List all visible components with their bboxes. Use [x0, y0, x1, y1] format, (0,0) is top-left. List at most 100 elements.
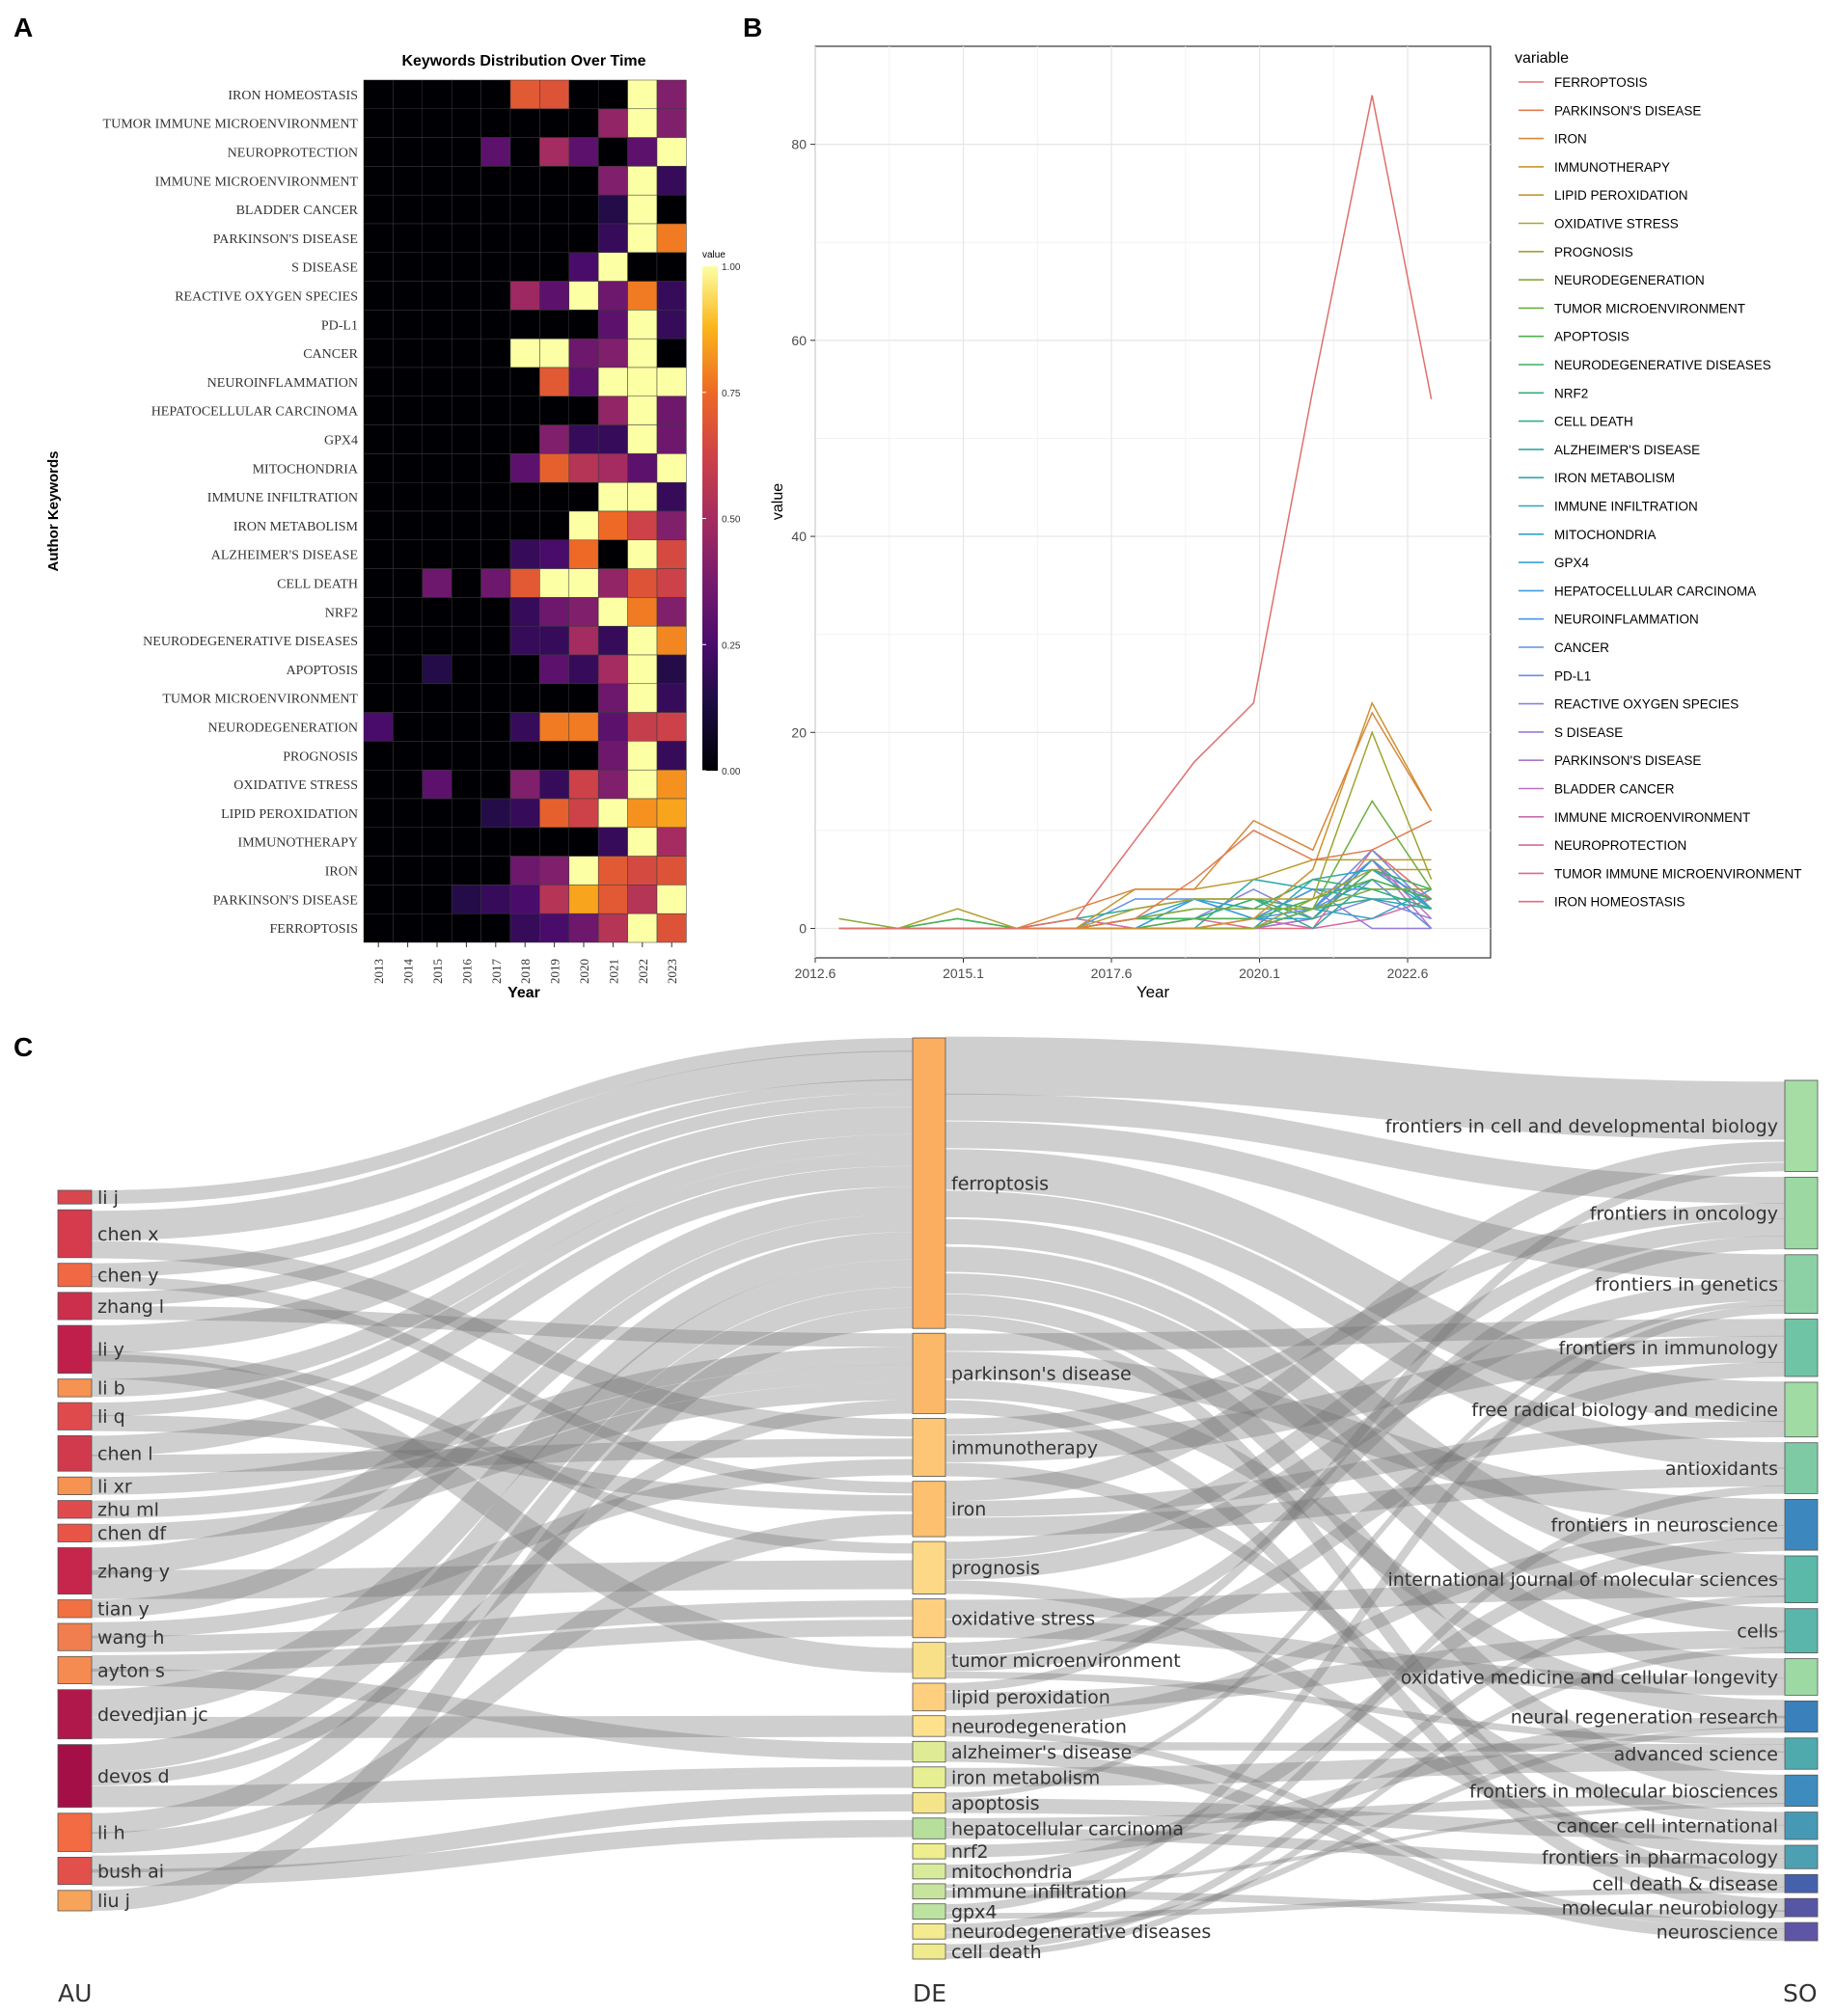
sankey-author-label: chen df — [97, 1523, 167, 1544]
legend-label: NEUROINFLAMMATION — [1554, 613, 1699, 627]
sankey-link — [945, 1828, 1786, 1869]
heatmap-cell — [597, 683, 628, 713]
sankey-link — [945, 1462, 1786, 1826]
heatmap-cell — [656, 913, 687, 943]
sankey-author-label: devedjian jc — [97, 1704, 208, 1726]
heatmap-year-label: 2015 — [430, 959, 445, 984]
heatmap-cell — [627, 568, 658, 598]
heatmap-cell — [480, 741, 511, 771]
heatmap-cell — [509, 367, 540, 397]
heatmap-cell — [568, 166, 599, 196]
heatmap-cell — [480, 510, 511, 541]
heatmap-cell — [363, 281, 394, 311]
sankey-author-node — [57, 1812, 93, 1852]
heatmap-cell — [451, 367, 481, 397]
sankey-link — [91, 1438, 914, 1473]
heatmap-cell — [539, 712, 570, 742]
sankey-keyword-label: cell death — [951, 1942, 1042, 1963]
sankey-author-label: li q — [97, 1406, 125, 1428]
heatmap-legend-tick-label: 0.75 — [722, 389, 741, 399]
heatmap-cell — [597, 252, 628, 282]
heatmap-cell — [451, 481, 481, 512]
sankey-source-node — [1784, 1177, 1819, 1250]
heatmap-cell — [627, 539, 658, 569]
sankey-link — [91, 1275, 914, 1494]
heatmap-cell — [363, 223, 394, 254]
sankey-author-node — [57, 1435, 93, 1472]
heatmap-cell — [539, 79, 570, 110]
heatmap-row-label: IRON — [325, 865, 358, 880]
sankey-keyword-node — [912, 1791, 946, 1814]
heatmap-cell — [422, 539, 452, 569]
heatmap-cell — [539, 166, 570, 196]
heatmap-cell — [656, 741, 687, 771]
sankey-author-node — [57, 1500, 93, 1519]
legend-label: ALZHEIMER'S DISEASE — [1554, 443, 1700, 457]
heatmap-cell — [539, 625, 570, 656]
sankey-link — [945, 1647, 1786, 1959]
heatmap-cell — [597, 79, 628, 110]
heatmap-row-label: APOPTOSIS — [287, 664, 358, 678]
heatmap-cell — [539, 481, 570, 512]
heatmap-cell — [393, 885, 424, 914]
heatmap-cell — [568, 481, 599, 512]
heatmap-cell — [597, 310, 628, 340]
heatmap-cell — [656, 424, 687, 454]
sankey-link — [945, 1149, 1786, 1423]
panel-label-a: A — [14, 13, 33, 42]
heatmap-cell — [597, 654, 628, 685]
heatmap-cell — [451, 252, 481, 282]
sankey-author-label: zhu ml — [97, 1500, 159, 1521]
heatmap-cell — [656, 367, 687, 397]
legend-label: NEURODEGENERATIVE DISEASES — [1554, 358, 1771, 372]
legend-label: IMMUNOTHERAPY — [1554, 160, 1670, 175]
sankey-keyword-node — [912, 1332, 946, 1414]
heatmap-cell — [627, 194, 658, 225]
sankey-link — [945, 1218, 1786, 1580]
sankey-keyword-label: neurodegeneration — [951, 1716, 1127, 1737]
heatmap-cell — [539, 568, 570, 598]
line-chart-y-tick-label: 60 — [791, 333, 807, 348]
sankey-link — [91, 1305, 914, 1348]
heatmap-cell — [597, 338, 628, 368]
heatmap-cell — [393, 827, 424, 857]
sankey-keyword-node — [912, 1715, 946, 1737]
sankey-column-au: AU — [58, 1979, 92, 2007]
sankey-keyword-node — [912, 1481, 946, 1538]
heatmap-cell — [422, 395, 452, 425]
heatmap-cell — [422, 913, 452, 943]
heatmap-year-label: 2016 — [459, 959, 474, 985]
heatmap-cell — [656, 856, 687, 885]
heatmap-cell — [656, 827, 687, 857]
legend-label: PARKINSON'S DISEASE — [1554, 753, 1701, 768]
heatmap-cell — [451, 166, 481, 196]
legend-label: LIPID PEROXIDATION — [1554, 188, 1688, 203]
heatmap-legend-tick-label: 1.00 — [722, 262, 741, 273]
heatmap-cell — [363, 597, 394, 627]
heatmap-cell — [480, 252, 511, 282]
heatmap-cell — [393, 310, 424, 340]
heatmap-cell — [393, 108, 424, 138]
heatmap-cell — [393, 625, 424, 656]
heatmap-cell — [422, 367, 452, 397]
sankey-keyword-label: ferroptosis — [951, 1174, 1049, 1195]
line-chart-y-tick-label: 0 — [799, 921, 807, 937]
heatmap-cell — [597, 108, 628, 138]
heatmap-cell — [509, 252, 540, 282]
heatmap-cell — [656, 310, 687, 340]
heatmap-cell — [627, 654, 658, 685]
sankey-link — [945, 1379, 1786, 1719]
heatmap-row-label: IMMUNOTHERAPY — [238, 836, 358, 851]
heatmap-cell — [627, 856, 658, 885]
heatmap-cell — [393, 741, 424, 771]
heatmap-cell — [539, 769, 570, 800]
heatmap-cell — [597, 166, 628, 196]
heatmap-cell — [627, 252, 658, 282]
heatmap-cell — [509, 424, 540, 454]
heatmap-cell — [627, 625, 658, 656]
heatmap-cell — [393, 769, 424, 800]
heatmap-cell — [597, 741, 628, 771]
heatmap-cell — [451, 539, 481, 569]
sankey-source-node — [1784, 1381, 1819, 1438]
